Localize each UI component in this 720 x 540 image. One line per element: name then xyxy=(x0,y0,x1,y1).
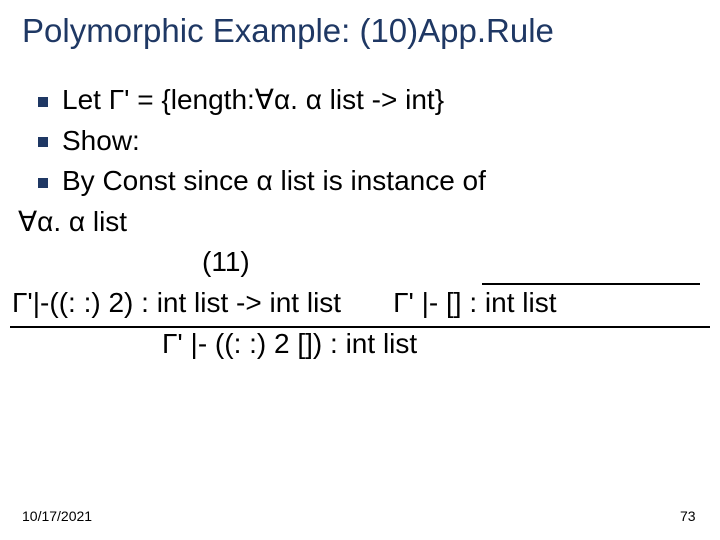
conclusion-line: Γ' |- ((: :) 2 []) : int list xyxy=(162,324,556,365)
square-bullet-icon xyxy=(38,178,48,188)
footer-date: 10/17/2021 xyxy=(22,508,92,524)
premise-row: Γ'|-((: :) 2) : int list -> int list Γ' … xyxy=(12,283,556,324)
bullet-line-1: Let Γ' = {length:∀α. α list -> int} xyxy=(38,80,556,121)
square-bullet-icon xyxy=(38,97,48,107)
bullet-text: Let Γ' = {length:∀α. α list -> int} xyxy=(62,84,444,115)
conclusion-text: Γ' |- ((: :) 2 []) : int list xyxy=(162,328,417,359)
rule-label-text: (11) xyxy=(202,246,250,277)
premise-left: Γ'|-((: :) 2) : int list -> int list xyxy=(12,283,341,324)
footer-page-number: 73 xyxy=(680,508,696,524)
continuation-text: ∀α. α list xyxy=(18,206,127,237)
bullet-line-3: By Const since α list is instance of xyxy=(38,161,556,202)
bullet-line-2: Show: xyxy=(38,121,556,162)
slide-body: Let Γ' = {length:∀α. α list -> int} Show… xyxy=(12,80,556,364)
bullet-text: Show: xyxy=(62,125,140,156)
continuation-line: ∀α. α list xyxy=(18,202,556,243)
square-bullet-icon xyxy=(38,137,48,147)
inference-rule-line-long xyxy=(10,326,710,328)
bullet-text: By Const since α list is instance of xyxy=(62,165,486,196)
slide-title: Polymorphic Example: (10)App.Rule xyxy=(22,12,554,50)
inference-rule-line-short xyxy=(482,283,700,285)
premise-right: Γ' |- [] : int list xyxy=(393,283,556,324)
rule-label: (11) xyxy=(202,242,556,283)
